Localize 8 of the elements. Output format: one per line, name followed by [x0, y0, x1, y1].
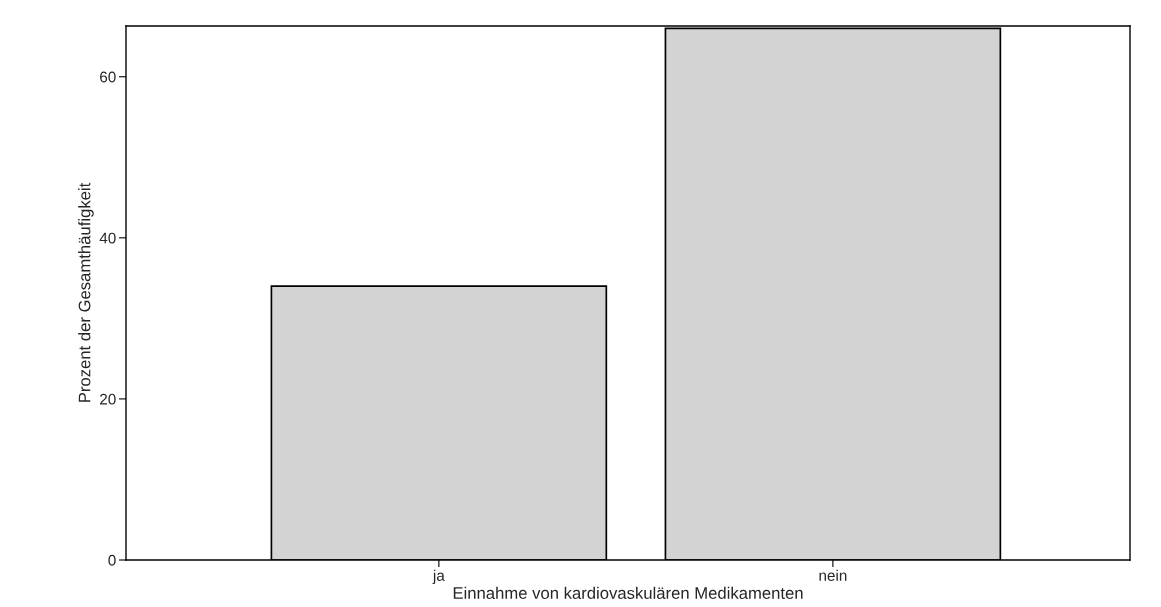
y-tick-label: 40 — [99, 232, 116, 244]
y-tick-label: 20 — [100, 393, 116, 405]
y-tick-label: 0 — [108, 554, 116, 566]
x-tick-label: nein — [819, 569, 847, 581]
y-tick-label: 60 — [100, 71, 116, 83]
x-axis-title: Einnahme von kardiovaskulären Medikamenten — [453, 586, 803, 599]
x-tick-label: ja — [432, 569, 445, 584]
y-axis-title: Prozent der Gesamthäufigkeit — [78, 182, 94, 402]
